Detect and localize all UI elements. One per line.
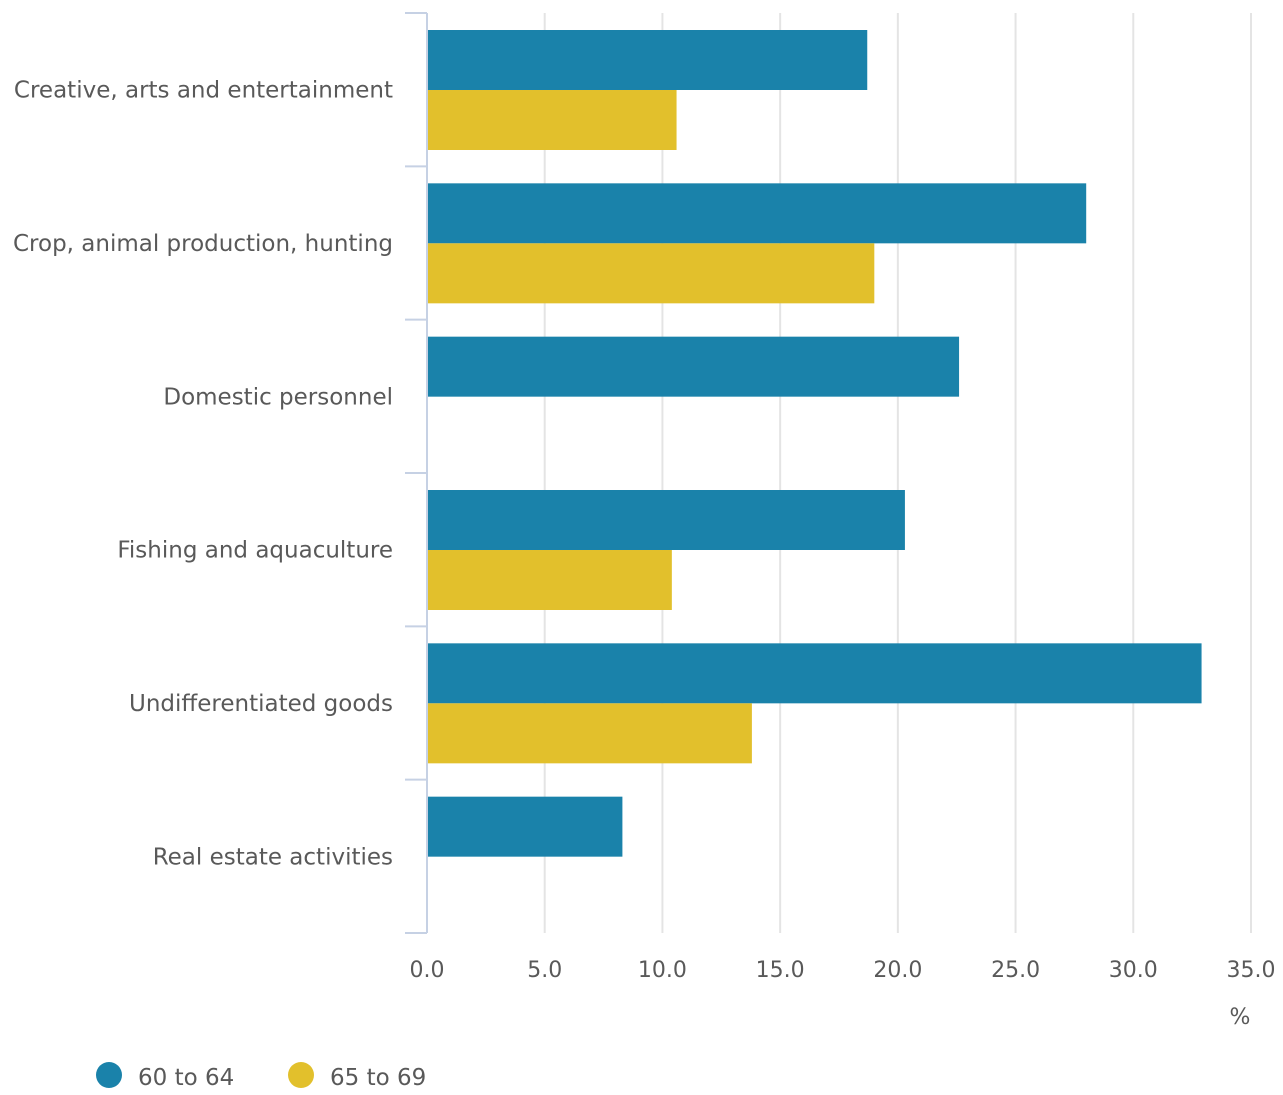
- bar-series-1: [427, 336, 960, 397]
- bars: [427, 30, 1202, 857]
- tick-label: 35.0: [1227, 958, 1276, 983]
- legend-marker-icon: [96, 1062, 122, 1088]
- category-label: Fishing and aquaculture: [117, 538, 393, 564]
- gridlines: [543, 13, 1252, 933]
- bar-series-2: [427, 90, 677, 150]
- bar-series-2: [427, 243, 875, 304]
- bar-series-2: [427, 550, 672, 610]
- bar-series-1: [427, 30, 868, 90]
- legend-label[interactable]: 60 to 64: [138, 1065, 234, 1091]
- category-label: Undifferentiated goods: [129, 691, 393, 717]
- bar-series-1: [427, 183, 1087, 244]
- tick-label: 10.0: [638, 958, 687, 983]
- category-label: Creative, arts and entertainment: [14, 78, 393, 104]
- category-labels: Creative, arts and entertainment Crop, an…: [13, 78, 393, 871]
- legend-label[interactable]: 65 to 69: [330, 1065, 426, 1091]
- bar-series-1: [427, 796, 623, 857]
- bar-series-1: [427, 643, 1202, 704]
- bar-series-2: [427, 703, 752, 764]
- value-axis-unit: %: [1230, 1005, 1251, 1030]
- category-label: Real estate activities: [153, 844, 393, 870]
- value-axis-ticks: 0.0 5.0 10.0 15.0 20.0 25.0 30.0 35.0: [410, 958, 1276, 983]
- category-label: Domestic personnel: [163, 384, 393, 410]
- tick-label: 30.0: [1109, 958, 1158, 983]
- tick-label: 25.0: [991, 958, 1040, 983]
- tick-label: 0.0: [410, 958, 445, 983]
- tick-label: 20.0: [873, 958, 922, 983]
- category-label: Crop, animal production, hunting: [13, 231, 393, 257]
- tick-label: 15.0: [756, 958, 805, 983]
- legend-marker-icon: [288, 1062, 314, 1088]
- tick-label: 5.0: [527, 958, 562, 983]
- bar-series-1: [427, 490, 905, 550]
- legend: 60 to 64 65 to 69: [96, 1062, 426, 1091]
- category-axis: [405, 12, 428, 934]
